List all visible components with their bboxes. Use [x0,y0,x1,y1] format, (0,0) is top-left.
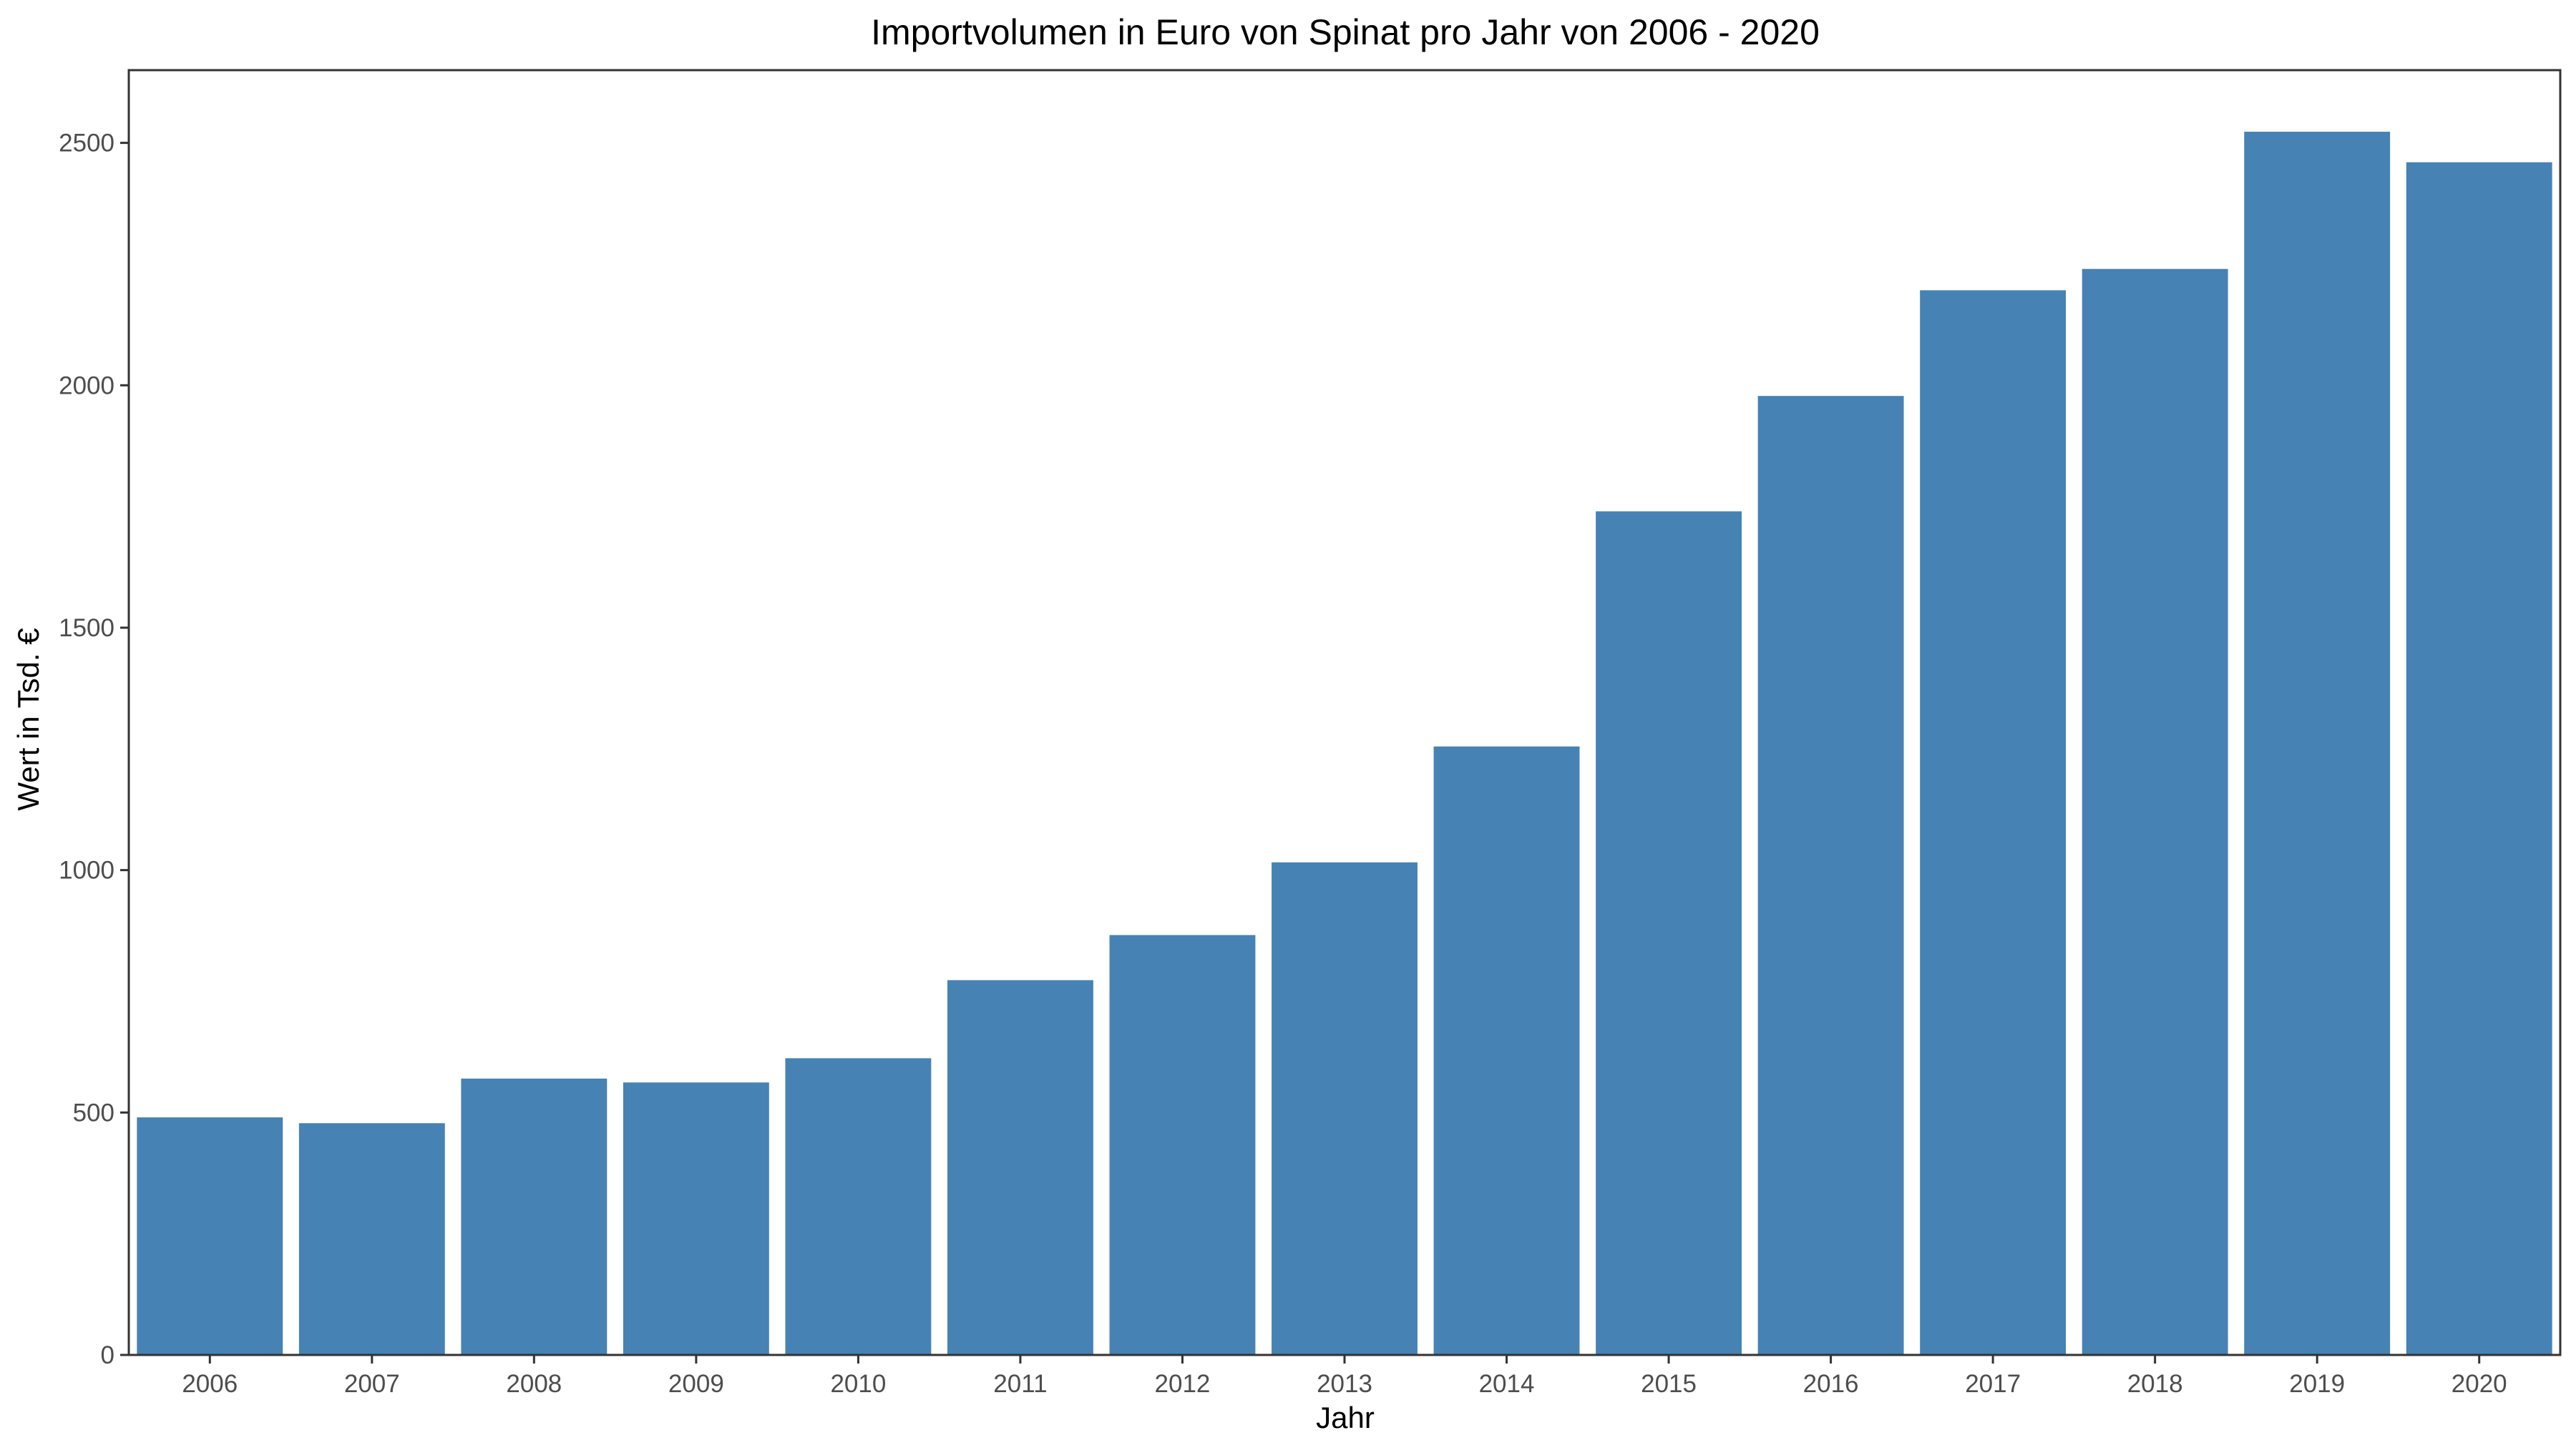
x-tick-label-2012: 2012 [1155,1370,1211,1398]
x-tick-label-2013: 2013 [1317,1370,1372,1398]
plot-panel-border [127,69,2562,1356]
y-tick-label-2000: 2000 [59,371,114,399]
x-tick-label-2016: 2016 [1803,1370,1859,1398]
y-tick-label-2500: 2500 [59,130,114,157]
x-tick-label-2019: 2019 [2289,1370,2345,1398]
bars-layer [137,132,2552,1356]
bar-2010 [785,1058,932,1355]
bar-2018 [2082,268,2228,1355]
bar-2008 [461,1078,608,1355]
y-tick-label-0: 0 [101,1341,114,1369]
bar-2009 [623,1082,769,1355]
x-axis-title: Jahr [1316,1401,1375,1434]
bar-2019 [2244,132,2391,1355]
x-tick-label-2018: 2018 [2127,1370,2183,1398]
x-tick-label-2008: 2008 [506,1370,562,1398]
x-tick-label-2007: 2007 [344,1370,400,1398]
bar-2006 [137,1117,283,1355]
bar-2017 [1920,290,2067,1355]
bar-2011 [947,980,1093,1355]
bar-2015 [1596,511,1742,1355]
y-tick-label-1500: 1500 [59,614,114,642]
x-tick-label-2015: 2015 [1641,1370,1697,1398]
x-tick-label-2017: 2017 [1965,1370,2021,1398]
y-tick-label-500: 500 [73,1099,114,1127]
bar-2012 [1109,935,1256,1355]
x-tick-label-2011: 2011 [993,1370,1047,1398]
y-tick-label-1000: 1000 [59,857,114,885]
x-tick-label-2006: 2006 [182,1370,238,1398]
y-axis-title: Wert in Tsd. € [11,628,45,810]
bar-2016 [1757,396,1904,1356]
bar-2013 [1272,862,1418,1355]
chart-title: Importvolumen in Euro von Spinat pro Jah… [871,12,1820,52]
bar-2020 [2406,162,2552,1355]
x-tick-label-2010: 2010 [830,1370,886,1398]
bar-2014 [1433,746,1580,1355]
x-tick-label-2020: 2020 [2451,1370,2507,1398]
x-tick-label-2014: 2014 [1479,1370,1535,1398]
x-tick-label-2009: 2009 [668,1370,724,1398]
x-axis-ticks: 2006 2007 2008 2009 2010 2011 2012 2013 2014 2015… [182,1355,2507,1398]
y-axis-ticks: 0 500 1000 1500 2000 2500 [59,130,129,1369]
bar-2007 [298,1123,445,1355]
